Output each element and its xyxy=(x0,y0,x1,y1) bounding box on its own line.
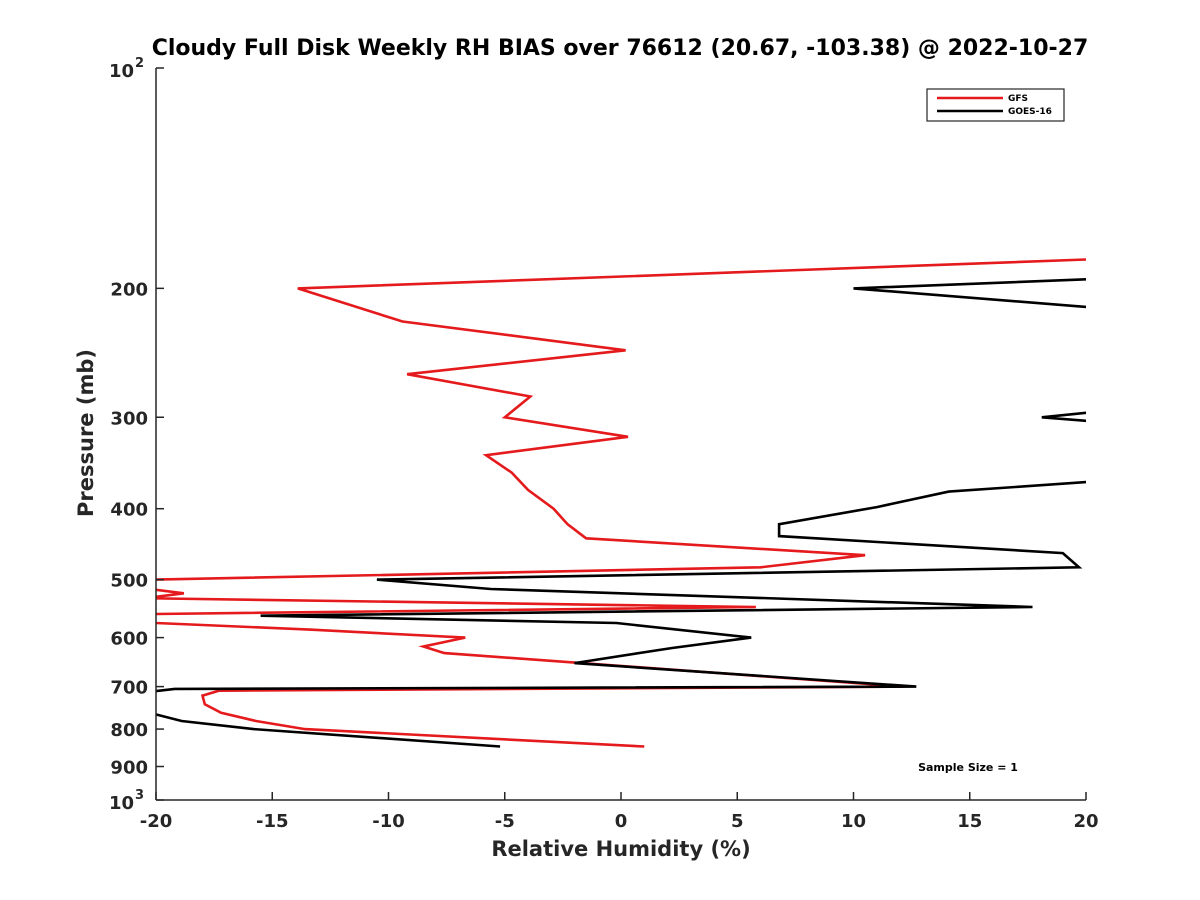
series-line-gfs xyxy=(156,258,1086,748)
series-line-goes16 xyxy=(156,278,1086,748)
y-tick-label: 10 xyxy=(109,793,134,814)
y-tick-label: 500 xyxy=(110,571,148,592)
y-tick-exponent: 3 xyxy=(135,788,144,803)
x-tick-label: 15 xyxy=(957,811,982,832)
y-axis-label: Pressure (mb) xyxy=(74,349,98,517)
x-tick-label: -15 xyxy=(256,811,289,832)
x-tick-label: -20 xyxy=(140,811,173,832)
series-layer xyxy=(156,258,1086,748)
y-tick-label: 600 xyxy=(110,629,148,650)
legend-label-goes16: GOES-16 xyxy=(1008,107,1052,117)
y-tick-label: 900 xyxy=(110,758,148,779)
y-tick-label: 300 xyxy=(110,408,148,429)
x-axis-label: Relative Humidity (%) xyxy=(491,837,750,861)
sample-size-annotation: Sample Size = 1 xyxy=(918,761,1018,774)
legend-box xyxy=(926,88,1065,122)
x-tick-label: 0 xyxy=(615,811,628,832)
x-tick-label: 10 xyxy=(841,811,866,832)
x-tick-label: -10 xyxy=(372,811,405,832)
x-tick-label: -5 xyxy=(495,811,515,832)
y-tick-label: 700 xyxy=(110,678,148,699)
y-tick-label: 200 xyxy=(110,279,148,300)
x-ticks: -20 -15 -10 -5 0 5 10 15 20 xyxy=(140,792,1099,832)
y-tick-label: 10 xyxy=(109,61,134,82)
chart-title: Cloudy Full Disk Weekly RH BIAS over 766… xyxy=(152,36,1089,61)
legend: GFS GOES-16 xyxy=(926,88,1065,122)
y-tick-label: 800 xyxy=(110,720,148,741)
x-tick-label: 20 xyxy=(1073,811,1098,832)
y-tick-label: 400 xyxy=(110,500,148,521)
legend-label-gfs: GFS xyxy=(1008,94,1028,104)
x-tick-label: 5 xyxy=(731,811,744,832)
y-tick-exponent: 2 xyxy=(135,56,144,71)
